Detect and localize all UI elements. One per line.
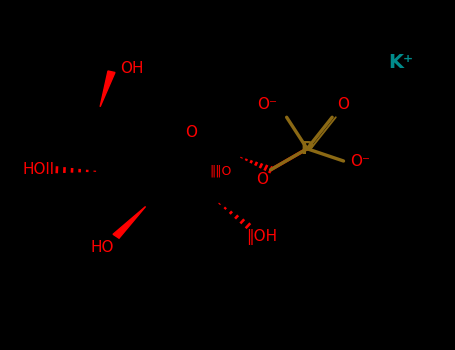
Text: ‖OH: ‖OH [246,229,277,245]
Text: O⁻: O⁻ [258,97,278,112]
Text: HOll: HOll [23,162,55,177]
Text: O: O [185,125,197,140]
Polygon shape [100,71,115,107]
Text: OH: OH [121,61,144,76]
Text: ‖‖O: ‖‖O [210,164,232,177]
Text: O⁻: O⁻ [350,154,370,168]
Polygon shape [113,206,146,238]
Text: O: O [337,97,349,112]
Text: K⁺: K⁺ [388,54,413,72]
Text: O: O [257,172,268,187]
Text: P: P [301,140,313,158]
Text: HO: HO [90,240,114,255]
